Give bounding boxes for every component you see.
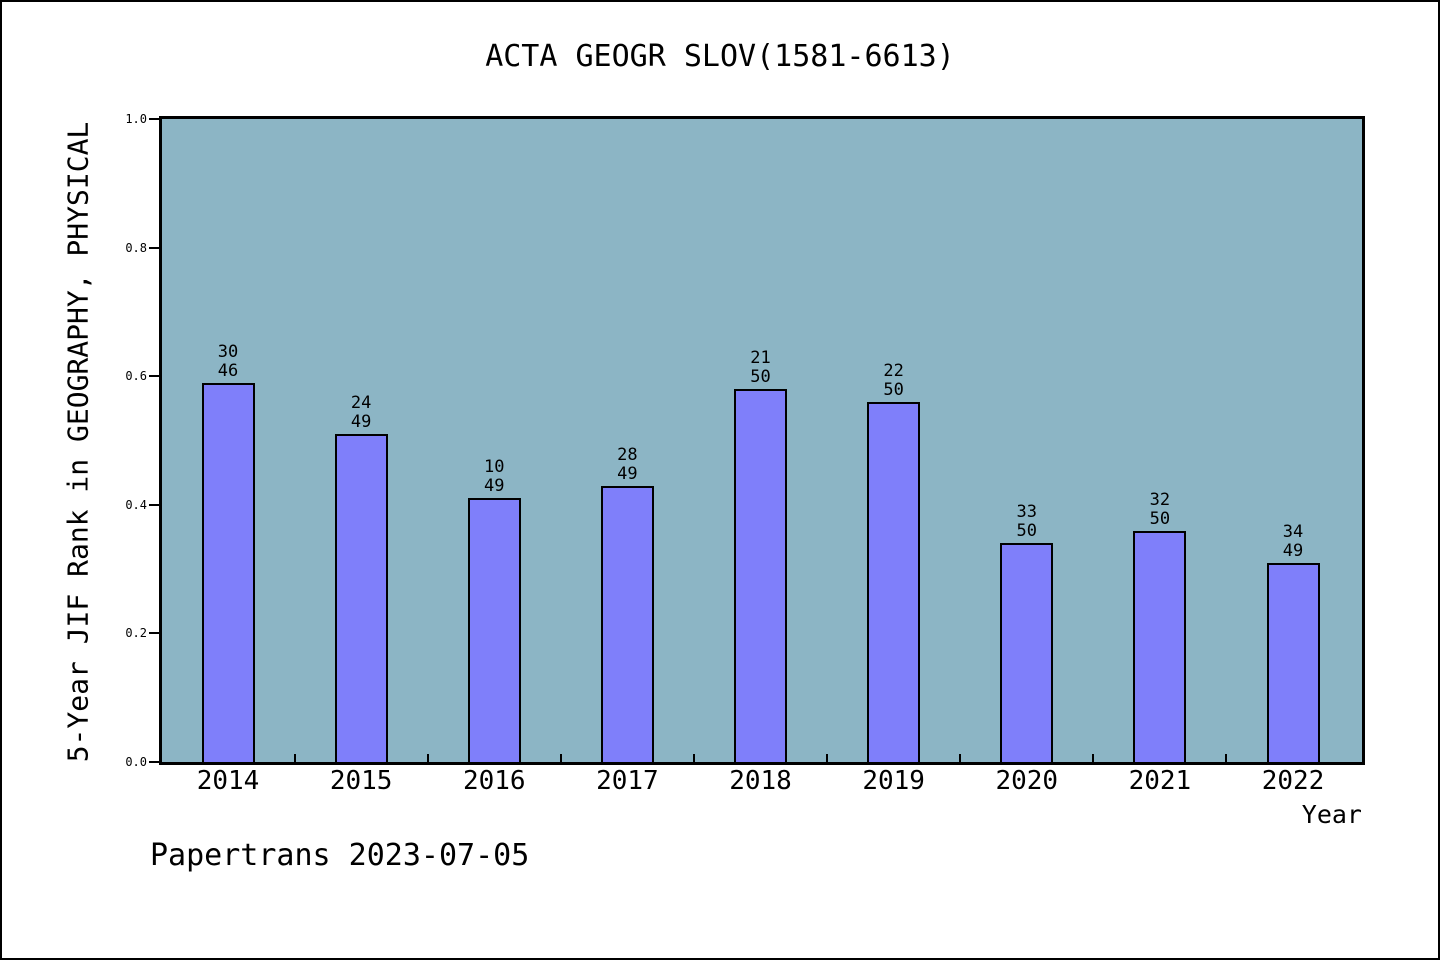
bar-2015: [334, 434, 388, 762]
plot-area: 30 46 24 49 10 49 28 49 21 50 22 50 33 50 32 50…: [159, 116, 1365, 765]
bar-value-label: 10 49: [484, 457, 505, 496]
plot-inner: 30 46 24 49 10 49 28 49 21 50 22 50 33 50 32 50…: [162, 119, 1362, 762]
x-minor-tick: [959, 754, 962, 762]
x-minor-tick: [426, 754, 429, 762]
chart-title: ACTA GEOGR SLOV(1581-6613): [485, 39, 955, 74]
x-tick-label: 2019: [862, 766, 925, 796]
y-tick-label: 1.0: [125, 112, 147, 126]
bar-value-label: 22 50: [883, 361, 904, 400]
x-tick-label: 2016: [462, 766, 526, 796]
x-tick-label: 2015: [329, 766, 393, 796]
bar-2017: [600, 486, 654, 762]
bar-2022: [1266, 563, 1320, 762]
x-minor-tick: [293, 754, 296, 762]
x-minor-tick: [1225, 754, 1228, 762]
y-tick-label: 0.2: [125, 626, 147, 641]
bar-value-label: 21 50: [750, 348, 771, 387]
bar-2016: [467, 498, 521, 762]
bar-value-label: 32 50: [1149, 490, 1171, 529]
y-tick-label: 0.8: [125, 240, 147, 255]
bar-2021: [1133, 531, 1187, 762]
y-tick-mark: [149, 632, 159, 635]
y-tick-mark: [149, 375, 159, 378]
y-tick-mark: [149, 503, 159, 506]
y-tick-mark: [149, 118, 159, 120]
x-minor-tick: [559, 754, 562, 762]
bar-value-label: 33 50: [1016, 502, 1037, 541]
x-axis-label: Year: [1301, 800, 1362, 829]
x-minor-tick: [692, 754, 695, 762]
bar-2020: [1000, 543, 1054, 762]
y-axis-label: 5-Year JIF Rank in GEOGRAPHY, PHYSICAL: [61, 121, 95, 763]
y-tick-mark: [149, 246, 159, 249]
bar-value-label: 34 49: [1282, 522, 1304, 561]
y-tick-label: 0.0: [125, 755, 147, 769]
bar-value-label: 24 49: [350, 393, 372, 432]
bar-2014: [201, 383, 255, 762]
x-minor-tick: [826, 754, 829, 762]
x-tick-label: 2018: [729, 766, 792, 796]
x-tick-label: 2017: [596, 766, 659, 796]
y-tick-label: 0.6: [125, 369, 147, 384]
bar-2019: [867, 402, 921, 762]
x-minor-tick: [1092, 754, 1095, 762]
y-tick-mark: [149, 761, 159, 763]
x-tick-label: 2021: [1128, 766, 1192, 796]
x-tick-label: 2020: [995, 766, 1059, 796]
x-tick-label: 2022: [1261, 766, 1325, 796]
bar-value-label: 30 46: [217, 342, 239, 381]
x-tick-label: 2014: [196, 766, 260, 796]
watermark-text: Papertrans 2023-07-05: [150, 838, 530, 873]
y-tick-label: 0.4: [125, 497, 147, 512]
bar-value-label: 28 49: [617, 445, 638, 484]
bar-2018: [734, 389, 787, 762]
